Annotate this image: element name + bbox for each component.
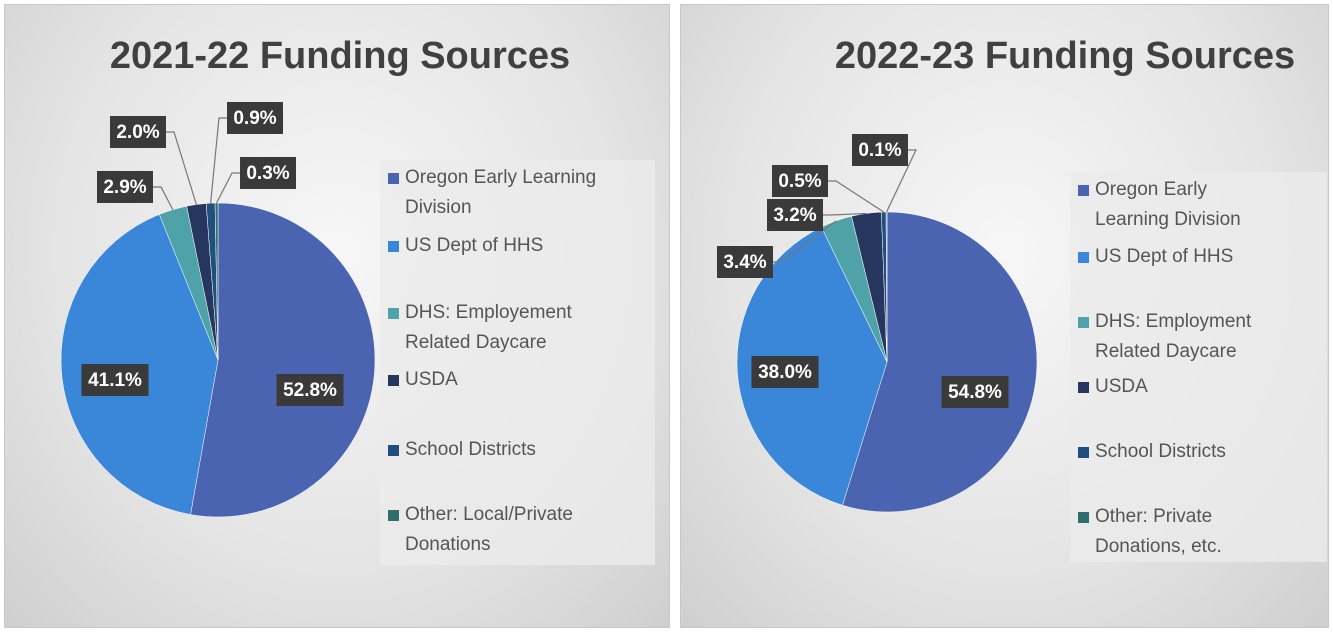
data-label: 3.4% — [723, 252, 766, 273]
data-label: 2.0% — [116, 122, 159, 143]
legend-swatch — [388, 241, 399, 252]
data-label-box — [772, 165, 828, 197]
legend-item: Oregon Early Learning Division — [388, 163, 618, 223]
data-label-box — [81, 364, 149, 396]
pie-slice — [214, 202, 219, 361]
legend-swatch — [1078, 252, 1089, 263]
legend-label: School Districts — [1095, 441, 1226, 462]
data-label: 52.8% — [283, 380, 337, 401]
legend-label: Other: Local/Private Donations — [405, 504, 573, 555]
data-label-box — [767, 199, 823, 231]
data-label-box — [240, 157, 296, 189]
data-label: 0.1% — [858, 140, 901, 161]
legend-swatch — [388, 308, 399, 319]
data-label-box — [276, 374, 344, 406]
pie-slice — [190, 202, 376, 518]
pie-slice — [842, 211, 1038, 513]
chart-title: 2022-23 Funding Sources — [835, 35, 1295, 77]
legend-swatch — [1078, 512, 1089, 523]
data-label: 2.9% — [103, 177, 146, 198]
data-label: 38.0% — [758, 362, 812, 383]
legend-item: School Districts — [1078, 437, 1258, 467]
legend-item: Other: Private Donations, etc. — [1078, 502, 1258, 562]
data-label: 0.9% — [233, 108, 276, 129]
legend-item: DHS: Employement Related Daycare — [388, 298, 618, 358]
legend-label: School Districts — [405, 439, 536, 460]
data-label-box — [717, 246, 773, 278]
legend: Oregon Early Learning Division US Dept of… — [380, 160, 655, 565]
legend-label: US Dept of HHS — [405, 235, 544, 256]
data-label-box — [941, 376, 1009, 408]
legend-item: Oregon Early Learning Division — [1078, 175, 1258, 235]
legend-label: Oregon Early Learning Division — [1095, 179, 1241, 230]
data-label-box — [751, 356, 819, 388]
legend: Oregon Early Learning Division US Dept of… — [1070, 172, 1327, 562]
data-label-box — [97, 171, 153, 203]
legend-item: DHS: Employment Related Daycare — [1078, 307, 1258, 367]
legend-swatch — [1078, 447, 1089, 458]
legend-swatch — [388, 445, 399, 456]
chart-title: 2021-22 Funding Sources — [110, 35, 570, 77]
data-label-box — [852, 134, 908, 166]
legend-label: USDA — [405, 369, 458, 390]
data-label-box — [110, 116, 166, 148]
legend-label: DHS: Employment Related Daycare — [1095, 311, 1252, 362]
legend-swatch — [388, 510, 399, 521]
legend-label: USDA — [1095, 376, 1148, 397]
legend-item: USDA — [1078, 372, 1258, 402]
legend-swatch — [388, 375, 399, 386]
legend-label: Oregon Early Learning Division — [405, 167, 597, 218]
legend-label: DHS: Employement Related Daycare — [405, 302, 572, 353]
data-label: 0.5% — [778, 171, 821, 192]
legend-swatch — [388, 173, 399, 184]
legend-swatch — [1078, 317, 1089, 328]
data-label: 54.8% — [948, 382, 1002, 403]
legend-label: US Dept of HHS — [1095, 246, 1234, 267]
data-label: 0.3% — [246, 163, 289, 184]
legend-item: US Dept of HHS — [388, 231, 618, 261]
legend-swatch — [1078, 185, 1089, 196]
legend-item: Other: Local/Private Donations — [388, 500, 618, 560]
legend-item: US Dept of HHS — [1078, 242, 1258, 272]
legend-label: Other: Private Donations, etc. — [1095, 506, 1222, 557]
data-label-box — [227, 102, 283, 134]
legend-swatch — [1078, 382, 1089, 393]
data-label: 41.1% — [88, 370, 142, 391]
legend-item: School Districts — [388, 435, 618, 465]
data-label: 3.2% — [773, 205, 816, 226]
legend-item: USDA — [388, 365, 618, 395]
